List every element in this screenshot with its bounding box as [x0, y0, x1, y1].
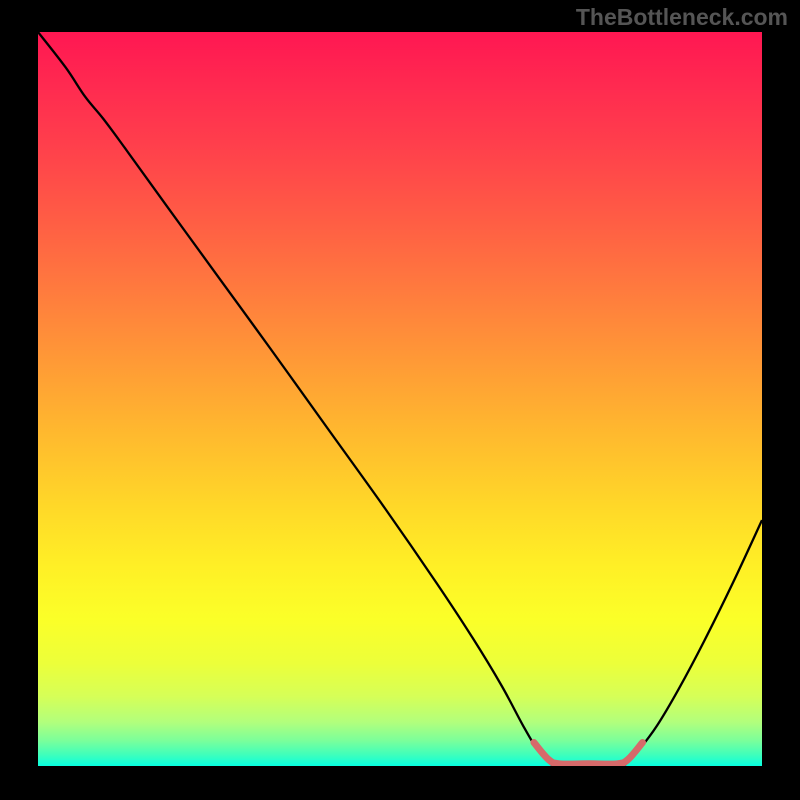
bottleneck-curve-chart: [0, 0, 800, 800]
gradient-background: [38, 32, 762, 766]
